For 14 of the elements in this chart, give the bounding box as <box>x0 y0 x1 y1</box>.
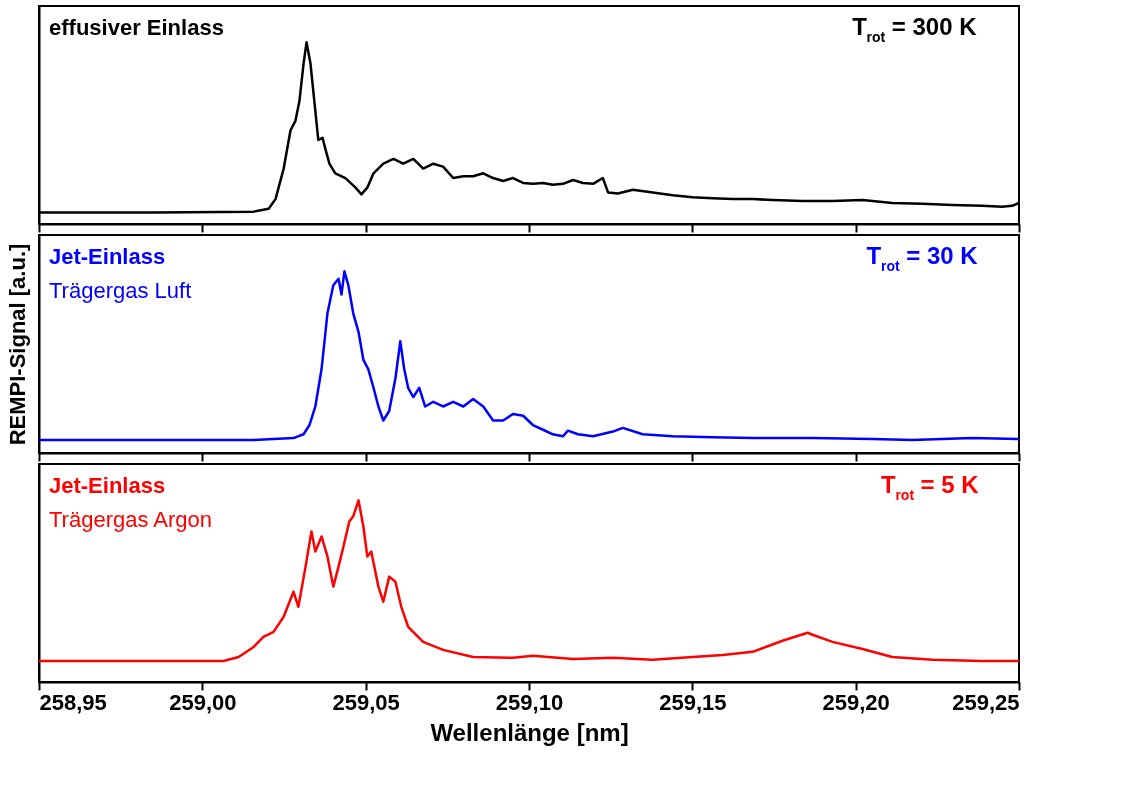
x-tick-label: 259,05 <box>332 689 400 715</box>
annotation: Trägergas Argon <box>49 507 213 532</box>
x-tick-label: 259,15 <box>659 689 727 715</box>
x-tick-label: 259,10 <box>495 689 564 715</box>
text: effusiver Einlass <box>49 15 224 40</box>
x-tick-label: 259,00 <box>169 689 237 715</box>
text: Jet-Einlass <box>49 473 166 498</box>
x-tick-label: 258,95 <box>39 689 107 715</box>
y-axis-title: REMPI-Signal [a.u.] <box>4 243 30 446</box>
x-tick-label: 259,25 <box>952 689 1020 715</box>
annotation: Trägergas Luft <box>49 278 192 303</box>
x-tick-label: 259,20 <box>822 689 890 715</box>
x-axis-title: Wellenlänge [nm] <box>430 718 629 746</box>
text: Jet-Einlass <box>49 244 166 269</box>
